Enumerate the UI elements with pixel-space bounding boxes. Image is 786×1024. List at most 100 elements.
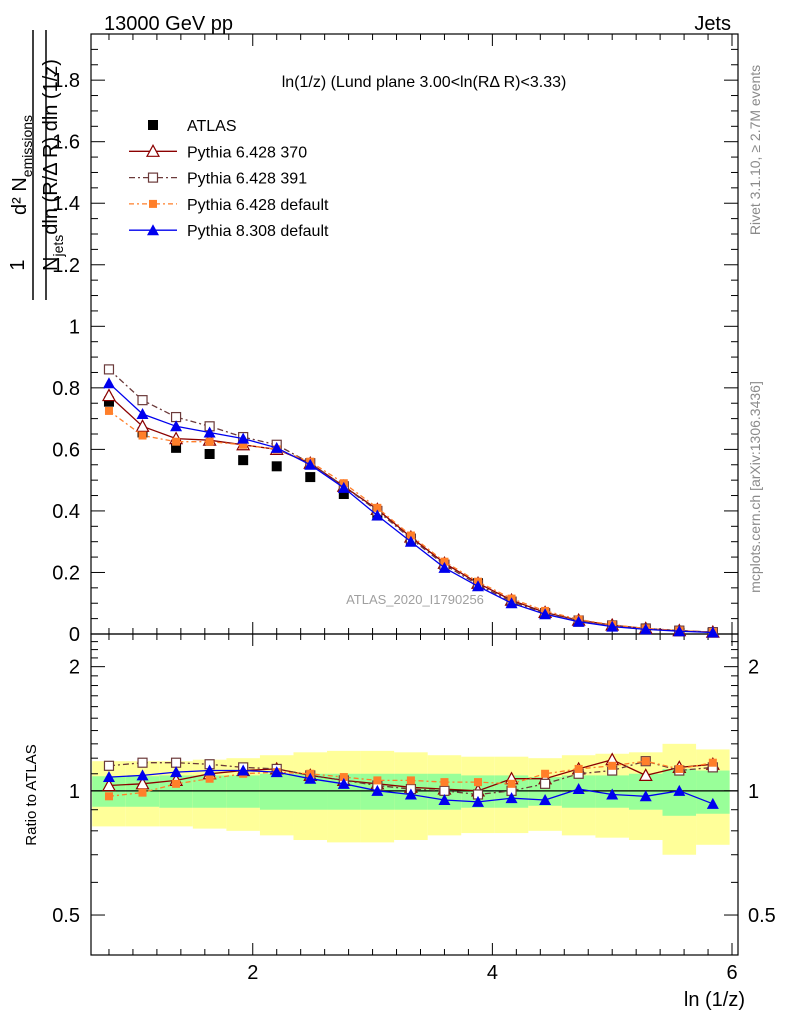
ratio-y-axis-label: Ratio to ATLAS (23, 744, 40, 845)
data-point (237, 432, 250, 444)
x-tick-label: 6 (726, 962, 737, 984)
mcplots-side-label: mcplots.cern.ch [arXiv:1306.3436] (747, 381, 763, 593)
ratio-data-point (170, 757, 182, 768)
ratio-y-tick-label-right: 0.5 (748, 905, 776, 927)
ratio-plot-frame (90, 633, 739, 956)
ratio-data-point (237, 764, 250, 776)
data-point (337, 481, 350, 493)
ratio-data-point (371, 784, 384, 796)
ratio-y-tick-label-right: 1 (748, 781, 759, 803)
data-point (137, 395, 148, 406)
data-point (101, 388, 116, 402)
ratio-data-point (137, 757, 148, 768)
ratio-data-point (103, 760, 115, 771)
data-point (371, 509, 384, 521)
data-point (203, 426, 216, 438)
legend-marker (148, 120, 158, 130)
ratio-y-tick-label-left: 1 (69, 781, 80, 803)
ratio-data-point (675, 764, 684, 773)
legend-marker (145, 144, 161, 157)
data-point (270, 441, 283, 453)
y-tick-label: 0.2 (52, 562, 80, 584)
data-point (172, 437, 181, 446)
data-point (103, 364, 115, 375)
y-tick-label: 1 (69, 316, 80, 338)
ratio-data-point (440, 778, 449, 787)
ratio-data-point (102, 771, 115, 783)
data-point (406, 531, 415, 540)
data-point (271, 461, 282, 472)
y-tick-label: 0.8 (52, 378, 80, 400)
y-tick-label: 0.6 (52, 439, 80, 461)
ratio-data-point (203, 764, 216, 776)
y-tick-label: 1.8 (52, 70, 80, 92)
ratio-data-point (474, 778, 483, 787)
ratio-data-point (304, 772, 317, 784)
ratio-data-point (638, 768, 653, 782)
ratio-data-point (170, 766, 183, 778)
data-point (606, 620, 619, 632)
legend-marker (147, 172, 159, 183)
data-point (138, 431, 147, 440)
ratio-data-point (138, 788, 147, 797)
ratio-data-point (505, 792, 518, 804)
legend-label: Pythia 6.428 391 (187, 171, 307, 188)
ratio-data-point (539, 778, 551, 789)
svg-text:Njetsdln (R/Δ R) dln (1/z): Njetsdln (R/Δ R) dln (1/z) (40, 59, 66, 271)
ratio-y-tick-label-left: 2 (69, 657, 80, 679)
ratio-data-point (373, 776, 382, 785)
legend-label: ATLAS (187, 118, 237, 135)
ratio-data-point (507, 779, 516, 788)
data-point (472, 580, 485, 592)
data-point (404, 535, 417, 547)
axis-ticks: 2 4 6 0 0.2 0.4 0.6 0.8 1 1.2 1.4 1.6 1.8 0.5 0.5 1 1 2 2 (52, 34, 776, 984)
data-point (304, 458, 317, 470)
ratio-y-tick-label-left: 0.5 (52, 905, 80, 927)
data-point (673, 625, 686, 637)
ratio-data-point (136, 769, 149, 781)
ratio-data-point (101, 778, 116, 792)
data-point (135, 419, 150, 432)
inner-band-bin (259, 773, 294, 810)
data-point (438, 561, 451, 573)
data-point (204, 449, 215, 459)
legend-label: Pythia 6.428 default (187, 197, 329, 214)
data-point (238, 455, 249, 466)
inner-band-bin (226, 775, 260, 808)
data-point (539, 608, 552, 620)
y-tick-label: 0.4 (52, 501, 80, 523)
header-left-label: 13000 GeV pp (104, 13, 233, 35)
data-point (373, 503, 382, 512)
ratio-data-point (708, 758, 717, 767)
x-tick-label: 2 (247, 962, 258, 984)
ratio-data-point (541, 769, 550, 778)
ratio-data-point (574, 764, 583, 773)
ratio-data-point (472, 795, 485, 807)
data-point (103, 396, 114, 407)
ratio-data-point (641, 757, 650, 766)
data-point (205, 437, 214, 446)
ratio-data-point (608, 761, 617, 770)
svg-text:1: 1 (7, 259, 29, 270)
ratio-data-point (439, 785, 450, 796)
ratio-data-point (104, 792, 113, 801)
header-right-label: Jets (694, 13, 731, 35)
ratio-data-point (639, 790, 652, 802)
legend-label: Pythia 8.308 default (187, 223, 329, 240)
ratio-data-point (438, 794, 451, 806)
ratio-y-tick-label-right: 2 (748, 657, 759, 679)
data-point (170, 411, 182, 423)
x-axis-label: ln (1/z) (684, 989, 745, 1011)
data-point (706, 626, 719, 638)
legend: ATLAS Pythia 6.428 370 Pythia 6.428 391 Pyt… (129, 118, 329, 240)
y-tick-label: 1.4 (52, 193, 80, 215)
data-point (102, 377, 115, 389)
ratio-data-point (706, 797, 719, 809)
ratio-data-point (406, 776, 415, 785)
data-point (505, 597, 518, 609)
ratio-data-point (270, 766, 283, 778)
data-point (440, 557, 449, 566)
data-point (170, 420, 183, 432)
data-point (239, 440, 248, 449)
